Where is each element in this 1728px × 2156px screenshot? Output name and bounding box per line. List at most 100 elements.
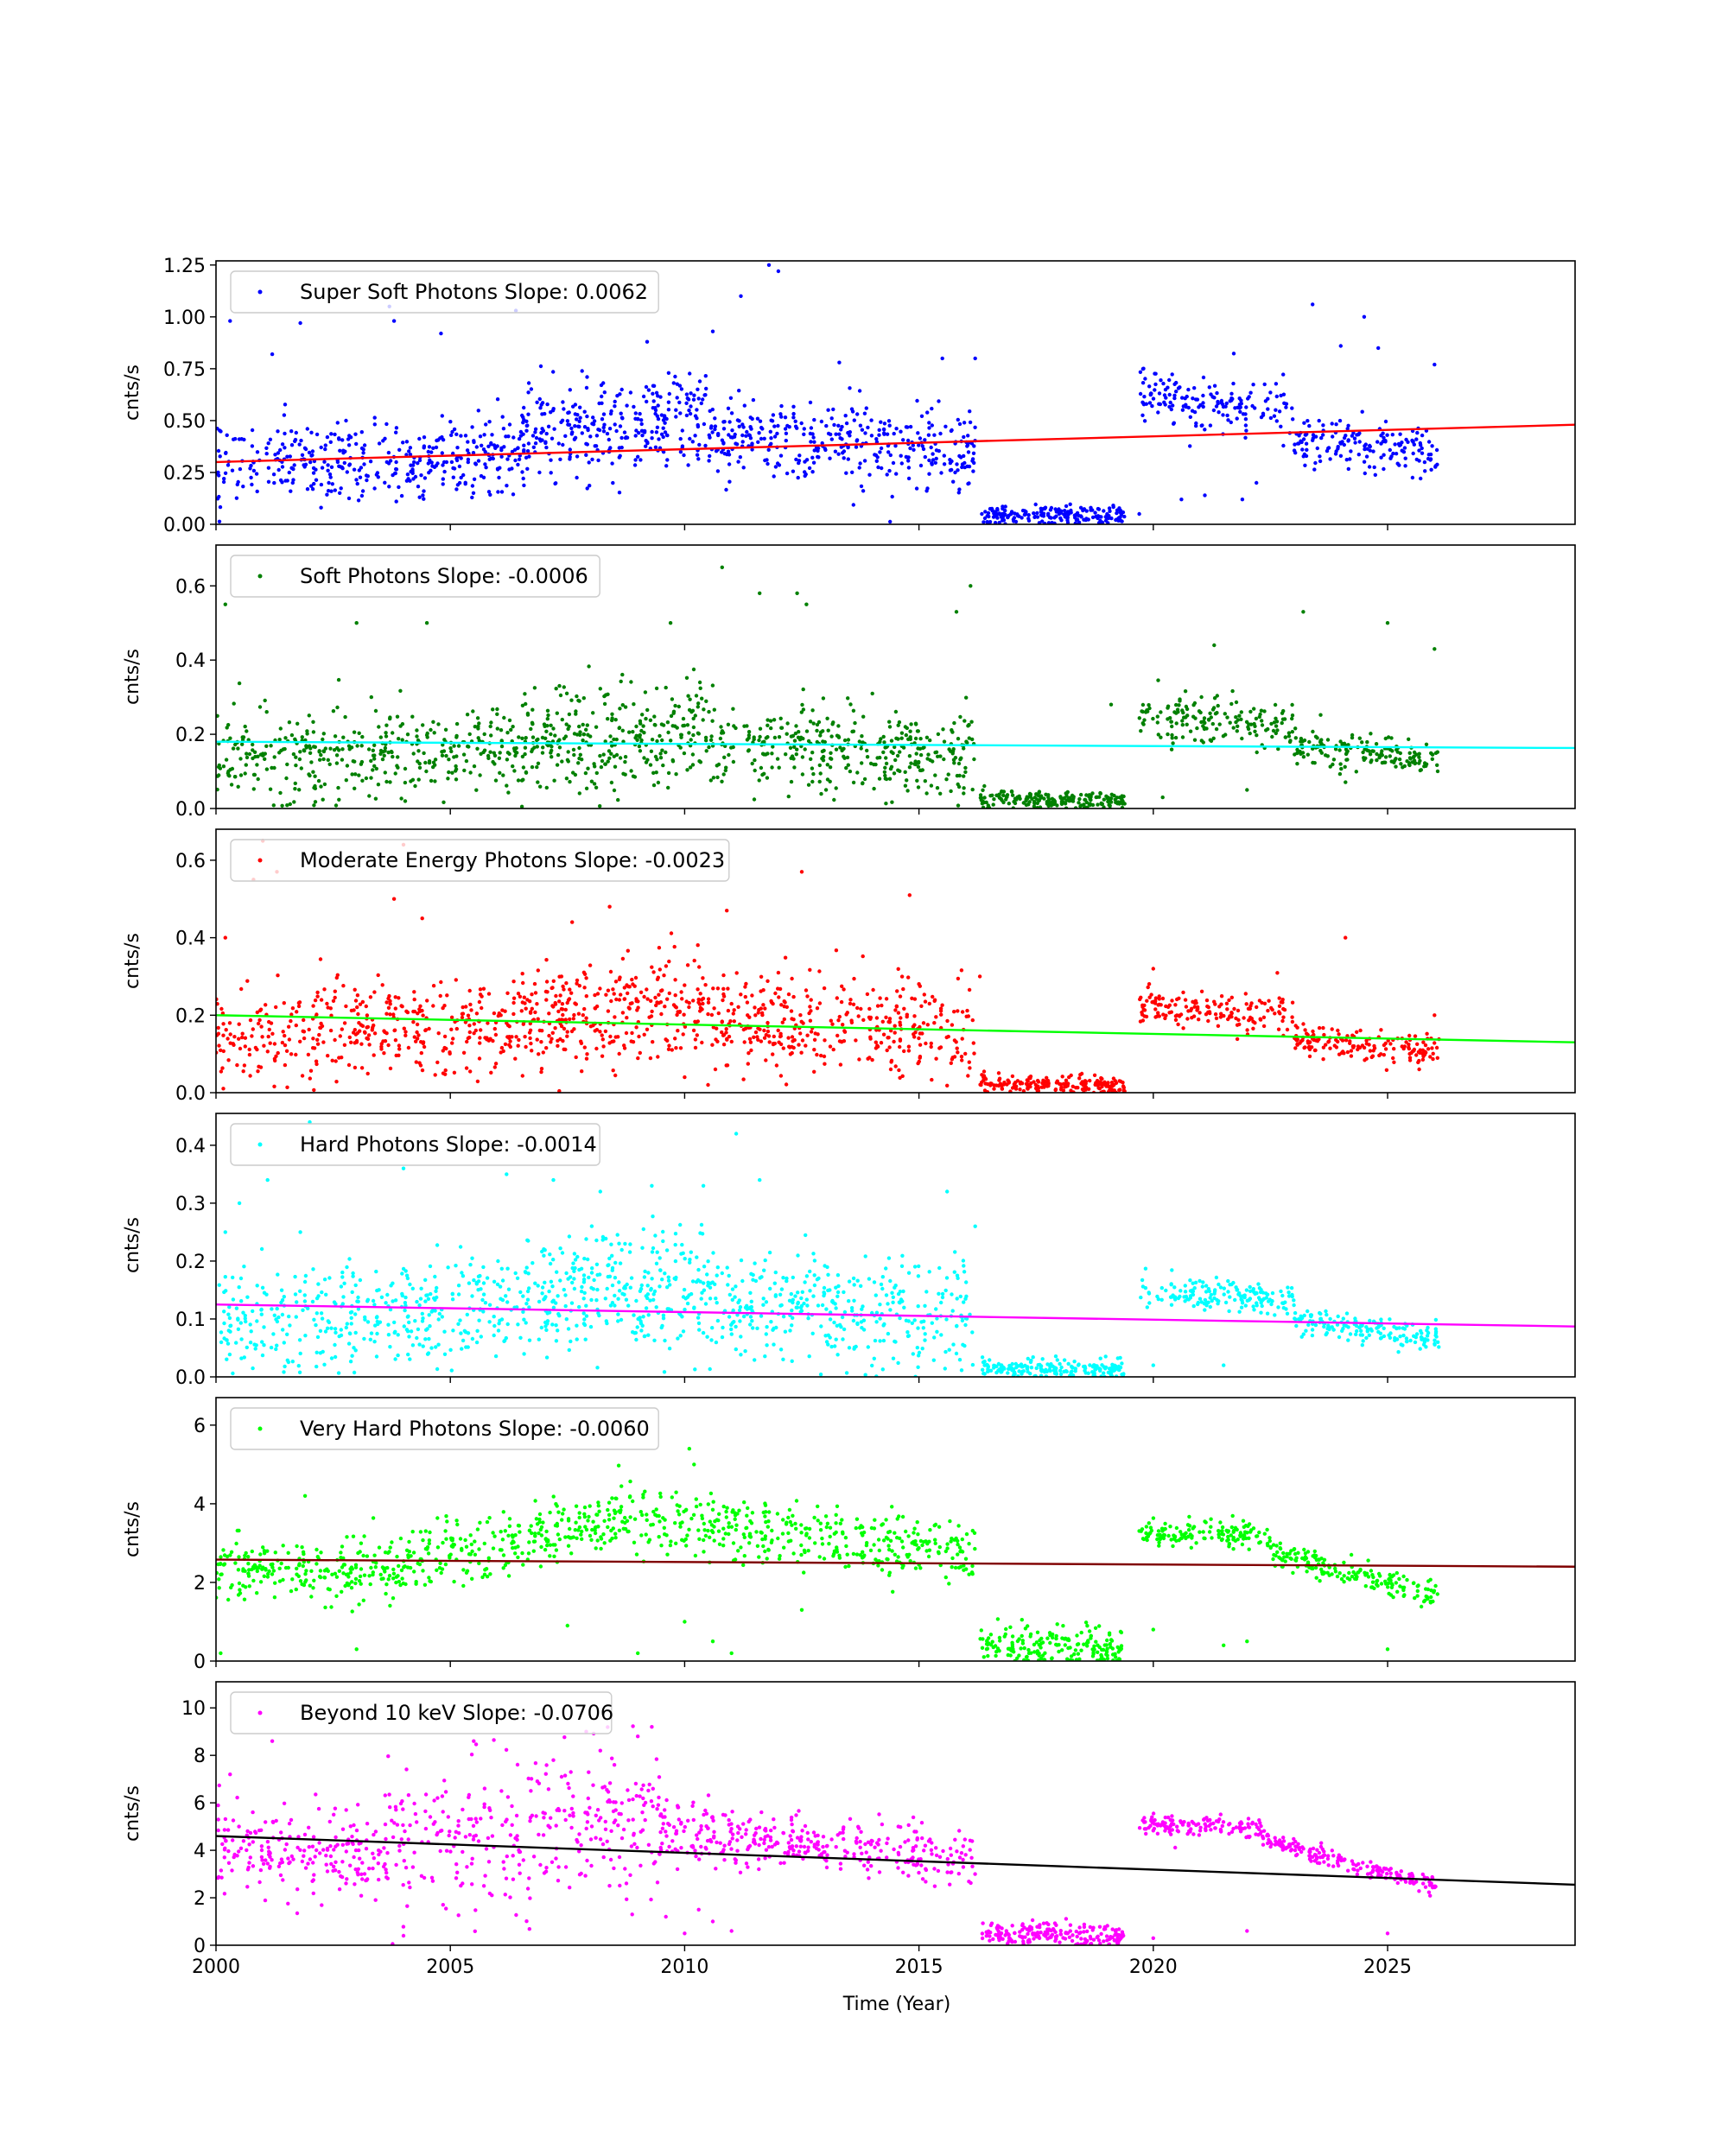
data-point <box>908 424 913 429</box>
data-point <box>372 1053 376 1057</box>
data-point <box>1035 801 1040 806</box>
data-point <box>1281 443 1286 448</box>
data-point <box>906 1044 912 1049</box>
data-point <box>687 408 691 413</box>
data-point <box>619 445 624 450</box>
data-point <box>1157 402 1161 406</box>
data-point <box>721 1043 727 1047</box>
data-point <box>832 797 836 802</box>
data-point <box>747 1015 752 1019</box>
data-point <box>1160 996 1166 1001</box>
data-point <box>618 707 622 711</box>
data-point <box>468 1069 473 1074</box>
data-point <box>926 433 931 437</box>
data-point <box>972 757 976 762</box>
data-point <box>294 1315 298 1319</box>
data-point <box>964 695 969 700</box>
data-point <box>923 779 928 783</box>
data-point <box>1172 421 1177 425</box>
data-point <box>664 433 670 437</box>
data-point <box>454 456 459 461</box>
data-point <box>1224 1001 1229 1006</box>
data-point <box>865 755 870 759</box>
data-point <box>585 442 589 447</box>
data-point <box>359 1042 364 1046</box>
data-point <box>1244 405 1248 409</box>
data-point <box>1030 796 1034 801</box>
data-point <box>766 723 770 727</box>
data-point <box>1234 715 1238 720</box>
data-point <box>365 1037 371 1042</box>
data-point <box>282 1001 286 1005</box>
data-point <box>980 511 984 517</box>
data-point <box>1339 766 1344 771</box>
data-point <box>617 1051 621 1056</box>
data-point <box>819 791 823 796</box>
data-point <box>817 969 822 973</box>
data-point <box>565 419 570 423</box>
data-point <box>1092 1073 1097 1078</box>
data-point <box>1013 1081 1018 1085</box>
data-point <box>1375 751 1379 757</box>
data-point <box>552 427 556 431</box>
data-point <box>386 1043 391 1048</box>
data-point <box>537 396 542 402</box>
data-point <box>478 1041 482 1045</box>
data-point <box>791 1045 796 1050</box>
data-point <box>352 1008 356 1012</box>
data-point <box>918 1031 923 1036</box>
data-point <box>1228 1014 1232 1018</box>
data-point <box>415 1037 420 1041</box>
data-point <box>586 428 590 433</box>
data-point <box>1270 734 1274 739</box>
data-point <box>710 430 715 434</box>
data-point <box>537 1052 541 1056</box>
data-point <box>1231 726 1236 730</box>
data-point <box>475 1079 480 1084</box>
data-point <box>1410 1049 1415 1054</box>
data-point <box>407 449 411 453</box>
data-point <box>706 1082 710 1088</box>
data-point <box>837 360 842 365</box>
data-point <box>753 1030 759 1035</box>
data-point <box>689 738 693 742</box>
data-point <box>712 707 716 712</box>
data-point <box>1138 370 1143 374</box>
data-point <box>930 1077 934 1082</box>
data-point <box>507 422 512 427</box>
data-point <box>350 1354 354 1358</box>
data-point <box>1344 1038 1349 1043</box>
data-point <box>638 458 643 462</box>
data-point <box>1337 748 1342 752</box>
data-point <box>657 992 661 997</box>
data-point <box>601 752 606 757</box>
data-point <box>803 460 807 464</box>
data-point <box>650 429 654 434</box>
data-point <box>243 771 247 776</box>
data-point <box>1416 1060 1420 1065</box>
data-point <box>1246 396 1250 401</box>
data-point <box>637 744 642 749</box>
data-point <box>1351 431 1356 435</box>
data-point <box>298 320 302 326</box>
data-point <box>1348 457 1352 461</box>
data-point <box>1379 441 1383 446</box>
data-point <box>821 729 825 733</box>
data-point <box>1429 467 1433 472</box>
data-point <box>392 471 397 476</box>
y-tick-label: 0.6 <box>175 851 206 872</box>
data-point <box>853 720 857 726</box>
data-point <box>745 738 750 742</box>
data-point <box>844 471 848 475</box>
data-point <box>1157 391 1162 396</box>
data-point <box>288 802 292 807</box>
data-point <box>764 736 768 740</box>
data-point <box>466 460 470 465</box>
data-point <box>556 1038 560 1043</box>
data-point <box>240 1031 245 1036</box>
data-point <box>499 447 504 453</box>
data-point <box>1270 1007 1274 1012</box>
data-point <box>1422 460 1427 465</box>
data-point <box>987 520 991 524</box>
